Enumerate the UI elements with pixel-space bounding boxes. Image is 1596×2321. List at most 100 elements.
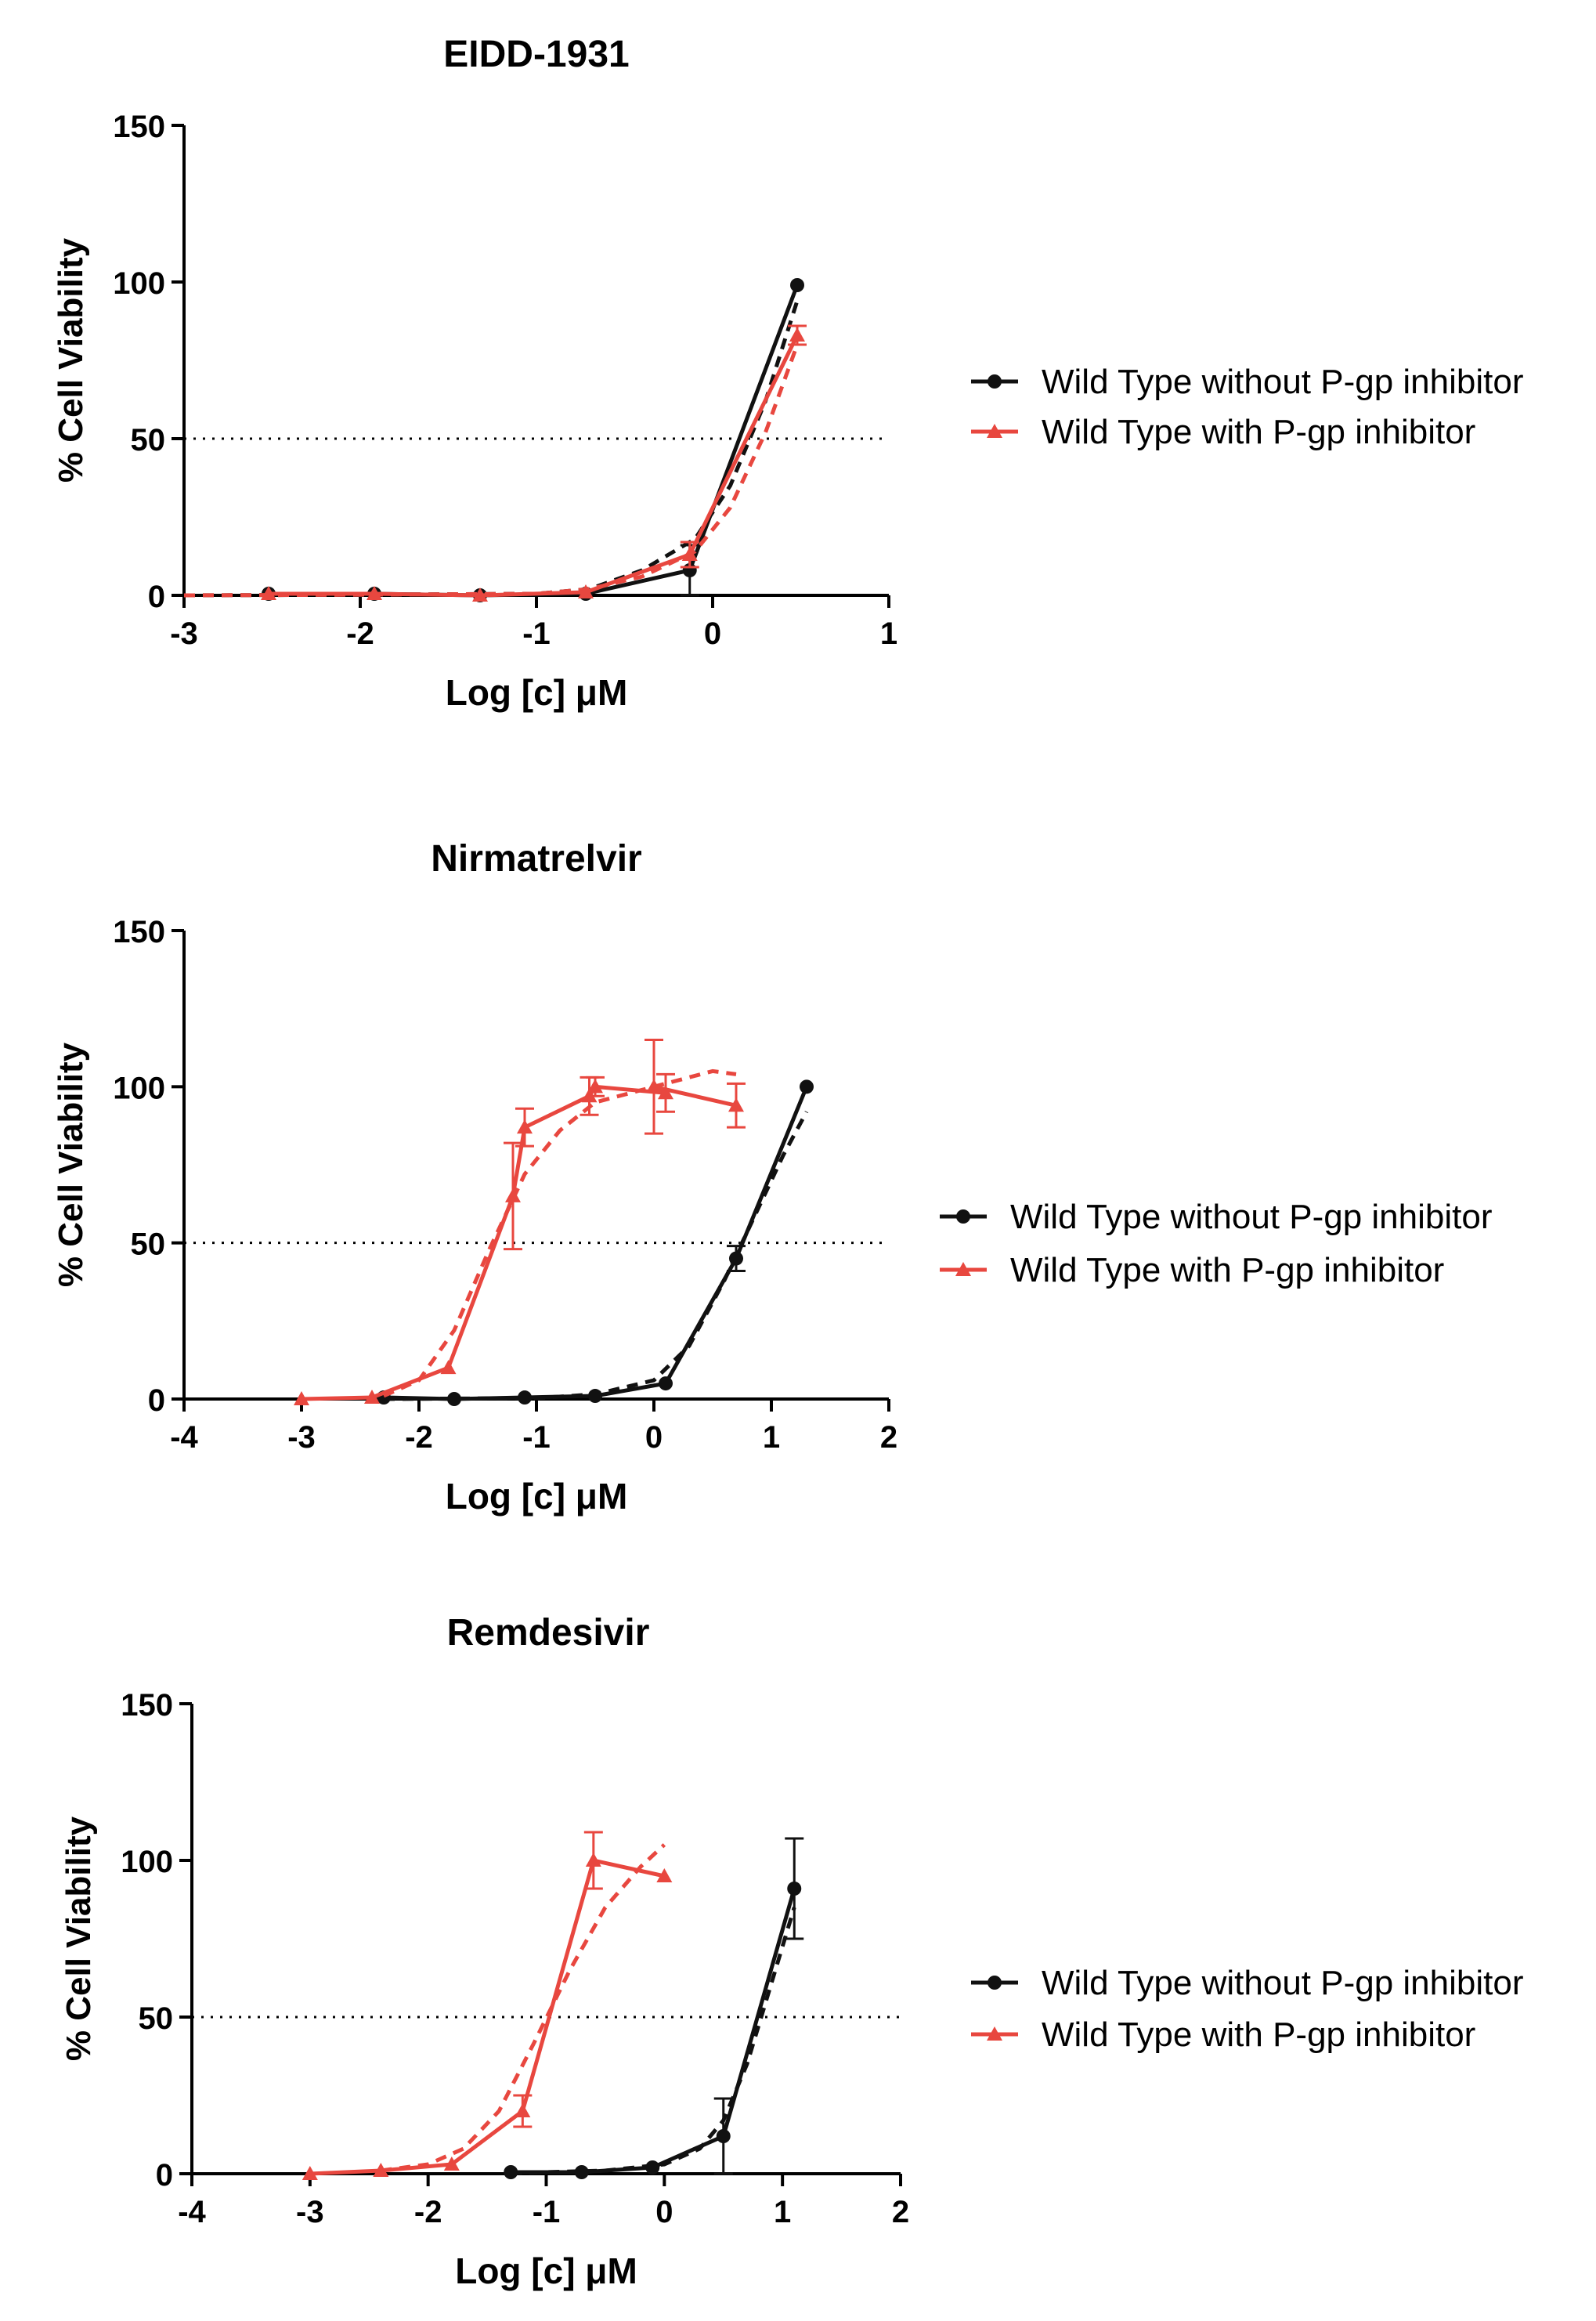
series-without-inhibitor: [504, 1837, 804, 2179]
data-point: [504, 2165, 518, 2179]
data-point: [294, 1391, 309, 1405]
x-tick-label: 0: [655, 2195, 673, 2229]
x-tick-label: 1: [880, 616, 897, 651]
chart-title: Remdesivir: [447, 1612, 650, 1654]
series-with-inhibitor: [183, 324, 807, 602]
series-with-inhibitor: [294, 1039, 746, 1405]
fit-curve: [382, 1068, 737, 1398]
legend: Wild Type without P-gp inhibitor Wild Typ…: [940, 1198, 1492, 1289]
data-point: [364, 1390, 380, 1405]
data-point: [729, 1251, 743, 1266]
x-tick-label: -3: [170, 616, 198, 651]
chart-panel-2: Nirmatrelvir 0 50 100 150 -4 -3 -2 -1 0 1 2 Log [c] …: [52, 838, 1492, 1517]
data-point: [789, 327, 805, 342]
legend-label: Wild Type with P-gp inhibitor: [1042, 413, 1475, 451]
legend-label: Wild Type without P-gp inhibitor: [1010, 1198, 1492, 1236]
y-axis-label: % Cell Viability: [52, 237, 90, 483]
y-axis-label: % Cell Viability: [60, 1816, 98, 2061]
y-tick-label: 50: [131, 423, 166, 457]
data-point: [790, 278, 804, 292]
x-tick-label: 0: [645, 1420, 663, 1455]
data-point: [800, 1079, 814, 1094]
legend-label: Wild Type without P-gp inhibitor: [1042, 1964, 1523, 2002]
data-point: [578, 584, 594, 598]
legend-label: Wild Type with P-gp inhibitor: [1042, 2016, 1475, 2054]
x-tick-label: -3: [296, 2195, 324, 2229]
chart-title: EIDD-1931: [443, 34, 629, 75]
data-point: [472, 587, 488, 602]
legend-marker: [988, 1976, 1002, 1990]
data-line: [269, 334, 800, 598]
legend: Wild Type without P-gp inhibitor Wild Typ…: [971, 1964, 1523, 2054]
data-point: [585, 1853, 601, 1867]
y-tick-label: 0: [148, 1383, 165, 1418]
legend-marker: [955, 1262, 971, 1276]
x-tick-label: -4: [170, 1420, 198, 1455]
data-point: [302, 2166, 318, 2180]
data-point: [646, 1079, 662, 1094]
legend-label: Wild Type without P-gp inhibitor: [1042, 363, 1523, 401]
y-tick-label: 150: [113, 110, 165, 144]
series-with-inhibitor: [302, 1831, 673, 2180]
data-point: [656, 1868, 673, 1882]
data-point: [518, 1390, 532, 1405]
data-point: [367, 586, 382, 600]
data-point: [443, 2157, 460, 2171]
chart-title: Nirmatrelvir: [431, 838, 641, 880]
legend-label: Wild Type with P-gp inhibitor: [1010, 1251, 1444, 1289]
x-axis-label: Log [c] μM: [446, 672, 628, 713]
data-point: [659, 1376, 673, 1391]
x-tick-label: 1: [763, 1420, 780, 1455]
x-tick-label: -2: [405, 1420, 433, 1455]
legend-marker: [988, 374, 1002, 389]
x-tick-label: 1: [774, 2195, 791, 2229]
data-point: [588, 1389, 602, 1404]
y-tick-label: 50: [131, 1227, 166, 1262]
data-point: [517, 1119, 533, 1134]
data-point: [515, 2103, 531, 2117]
data-point: [261, 586, 276, 600]
y-tick-label: 100: [113, 1071, 165, 1105]
x-axis-label: Log [c] μM: [455, 2251, 637, 2291]
data-point: [716, 2129, 731, 2143]
x-tick-label: -2: [346, 616, 374, 651]
legend-marker: [987, 424, 1002, 438]
x-axis-label: Log [c] μM: [446, 1476, 628, 1517]
y-tick-label: 0: [148, 580, 165, 614]
data-point: [574, 2165, 589, 2179]
y-tick-label: 50: [139, 2001, 174, 2036]
x-tick-label: 2: [892, 2195, 909, 2229]
data-point: [373, 2163, 389, 2177]
y-tick-label: 100: [113, 266, 165, 301]
x-tick-label: -4: [178, 2195, 206, 2229]
data-line: [511, 1888, 796, 2175]
x-tick-label: 0: [704, 616, 721, 651]
data-point: [728, 1097, 744, 1112]
chart-panel-1: EIDD-1931 0 50 100 150 -3 -2 -1 0 1 Log [c] μM % Ce…: [52, 34, 1523, 713]
legend-marker: [956, 1209, 970, 1224]
fit-curve: [381, 1843, 666, 2173]
series-without-inhibitor: [183, 278, 804, 602]
y-axis-label: % Cell Viability: [52, 1042, 90, 1287]
fit-curve: [183, 344, 800, 598]
x-tick-label: -1: [522, 1420, 551, 1455]
data-point: [447, 1392, 461, 1406]
data-point: [681, 547, 698, 561]
data-line: [309, 1858, 665, 2176]
y-tick-label: 150: [121, 1688, 173, 1723]
y-tick-label: 150: [113, 915, 165, 949]
series-without-inhibitor: [377, 1079, 814, 1406]
data-line: [269, 284, 800, 598]
y-tick-label: 0: [156, 2158, 173, 2193]
x-tick-label: 2: [880, 1420, 897, 1455]
data-point: [645, 2160, 660, 2175]
data-point: [787, 1882, 802, 1896]
legend: Wild Type without P-gp inhibitor Wild Typ…: [971, 363, 1523, 451]
x-tick-label: -2: [414, 2195, 442, 2229]
chart-panel-3: Remdesivir 0 50 100 150 -4 -3 -2 -1 0 1 2 Log [c] μM…: [60, 1612, 1523, 2291]
x-tick-label: -3: [287, 1420, 316, 1455]
data-point: [505, 1188, 521, 1202]
legend-marker: [987, 2026, 1002, 2041]
data-point: [587, 1079, 603, 1094]
